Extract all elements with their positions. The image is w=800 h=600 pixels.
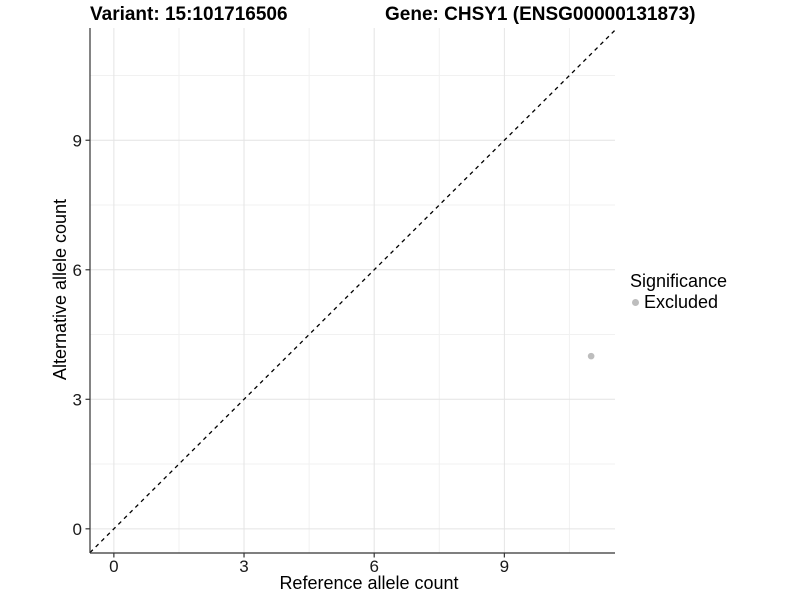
variant-title: Variant: 15:101716506 [90, 4, 288, 25]
legend-item-excluded: Excluded [630, 292, 727, 312]
gene-title: Gene: CHSY1 (ENSG00000131873) [385, 4, 696, 25]
x-tick-label: 3 [239, 557, 248, 576]
y-tick-label: 6 [73, 261, 82, 280]
x-axis-title: Reference allele count [279, 573, 459, 593]
legend-title: Significance [630, 271, 728, 291]
y-tick-label: 9 [73, 131, 82, 150]
y-axis-title: Alternative allele count [50, 198, 70, 381]
x-tick-label: 6 [369, 557, 378, 576]
x-tick-label: 0 [109, 557, 118, 576]
legend-item-label: Excluded [644, 292, 719, 312]
legend: Significance Excluded [630, 271, 727, 312]
data-point [587, 352, 595, 360]
x-tick-label: 9 [500, 557, 509, 576]
excluded-dot-icon [632, 298, 639, 306]
identity-dashed-line [89, 29, 616, 554]
y-tick-label: 3 [73, 390, 82, 409]
y-tick-label: 0 [73, 520, 82, 539]
